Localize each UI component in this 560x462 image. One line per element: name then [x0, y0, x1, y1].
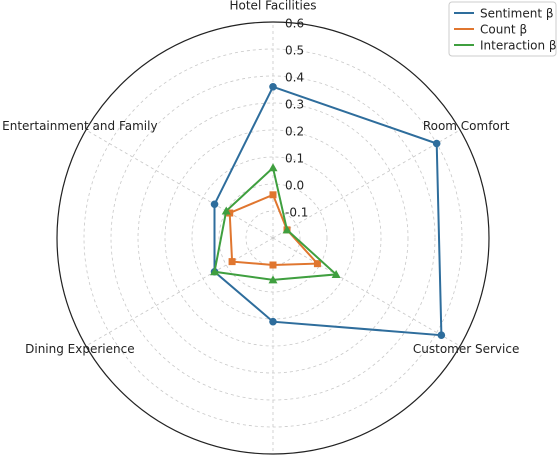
marker: [282, 225, 292, 234]
marker: [269, 317, 277, 326]
marker: [210, 200, 219, 209]
legend-label: Count β: [480, 23, 527, 37]
r-tick-label: 0.4: [285, 71, 304, 85]
legend-label: Interaction β: [480, 39, 557, 53]
category-label: Entertainment and Family: [2, 119, 157, 133]
outer-circle: [56, 21, 490, 455]
spoke: [272, 237, 461, 347]
r-tick-label: 0.6: [285, 17, 304, 31]
marker: [269, 83, 277, 91]
spoke: [85, 237, 274, 347]
r-tick-label: 0.5: [285, 44, 304, 58]
category-label: Room Comfort: [423, 119, 510, 133]
marker: [269, 261, 277, 269]
legend-box: [448, 1, 557, 57]
marker: [269, 191, 277, 199]
legend-label: Sentiment β: [480, 7, 554, 21]
r-tick-label: 0.2: [285, 125, 304, 139]
r-tick-label: 0.3: [285, 98, 304, 112]
marker: [432, 139, 441, 148]
marker: [331, 269, 341, 278]
r-tick-label: -0.1: [285, 206, 308, 220]
marker: [313, 260, 321, 268]
marker: [210, 267, 220, 276]
category-label: Customer Service: [413, 342, 519, 356]
marker: [228, 258, 236, 266]
category-label: Hotel Facilities: [229, 0, 316, 13]
marker: [268, 275, 278, 284]
category-label: Dining Experience: [25, 342, 134, 356]
spoke: [272, 129, 461, 239]
r-tick-label: 0.0: [285, 179, 304, 193]
spoke: [85, 129, 274, 239]
marker: [221, 206, 231, 215]
marker: [268, 163, 278, 172]
r-tick-label: 0.1: [285, 152, 304, 166]
marker: [437, 331, 446, 340]
